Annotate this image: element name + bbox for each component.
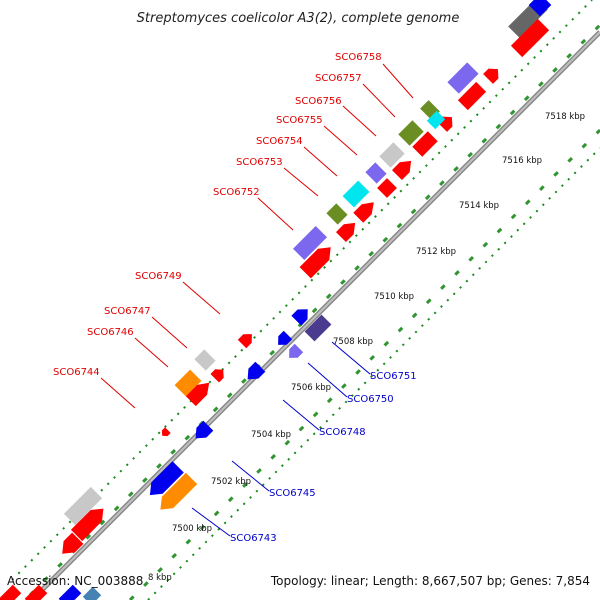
leader-sco6753 xyxy=(283,167,319,197)
scale-label: 7500 kbp xyxy=(172,524,212,534)
gene-label-sco6754[interactable]: SCO6754 xyxy=(256,136,303,147)
topology-text: Topology: linear; Length: 8,667,507 bp; … xyxy=(270,574,590,588)
gene-slate[interactable] xyxy=(447,62,479,94)
gene-red[interactable] xyxy=(161,427,171,437)
gene-label-sco6755[interactable]: SCO6755 xyxy=(276,115,323,126)
gene-red[interactable] xyxy=(62,532,84,554)
leader-sco6752 xyxy=(257,197,294,231)
genome-backbone xyxy=(30,30,600,600)
gene-red[interactable] xyxy=(412,131,438,157)
gene-blue[interactable] xyxy=(195,420,214,439)
leader-sco6754 xyxy=(303,146,338,177)
gene-blue[interactable] xyxy=(278,330,293,345)
gene-olive[interactable] xyxy=(398,120,424,146)
gene-labels-bottom: SCO6751 SCO6750 SCO6748 SCO6745 SCO6743 xyxy=(230,371,417,544)
gene-red[interactable] xyxy=(0,584,22,600)
gene-label-sco6758[interactable]: SCO6758 xyxy=(335,52,382,63)
scale-labels: 7518 kbp 7516 kbp 7514 kbp 7512 kbp 7510… xyxy=(148,112,585,583)
gene-label-leaders xyxy=(100,63,414,537)
gene-cyan[interactable] xyxy=(342,180,370,208)
gene-label-sco6752[interactable]: SCO6752 xyxy=(213,187,260,198)
leader-sco6745 xyxy=(231,460,270,492)
leader-sco6758 xyxy=(382,63,414,99)
leader-sco6749 xyxy=(182,281,221,315)
gene-red[interactable] xyxy=(70,508,104,542)
accession-text: Accession: NC_003888 xyxy=(7,574,143,588)
gene-label-sco6756[interactable]: SCO6756 xyxy=(295,96,342,107)
leader-sco6751 xyxy=(331,341,371,375)
leader-sco6750 xyxy=(307,362,348,398)
gene-grey[interactable] xyxy=(63,486,103,526)
gene-label-sco6750[interactable]: SCO6750 xyxy=(347,394,394,405)
leader-sco6755 xyxy=(323,125,358,156)
leader-sco6746 xyxy=(134,337,169,368)
gene-label-sco6743[interactable]: SCO6743 xyxy=(230,533,277,544)
gene-slate[interactable] xyxy=(289,343,304,358)
gene-label-sco6747[interactable]: SCO6747 xyxy=(104,306,151,317)
leader-sco6748 xyxy=(282,399,320,431)
gene-labels-top: SCO6758 SCO6757 SCO6756 SCO6755 SCO6754 … xyxy=(53,52,382,378)
scale-label: 7514 kbp xyxy=(459,201,499,211)
scale-label: 7504 kbp xyxy=(251,430,291,440)
scale-label: 7518 kbp xyxy=(545,112,585,122)
gene-orange[interactable] xyxy=(160,472,198,510)
scale-track-inner-left xyxy=(28,23,600,597)
gene-orange[interactable] xyxy=(174,369,202,397)
gene-olive[interactable] xyxy=(326,203,348,225)
gene-red[interactable] xyxy=(483,68,499,84)
gene-blue[interactable] xyxy=(291,309,308,326)
gene-slate[interactable] xyxy=(365,162,387,184)
leader-sco6747 xyxy=(151,316,188,349)
gene-blue[interactable] xyxy=(149,461,184,496)
leader-sco6757 xyxy=(362,83,396,118)
leader-sco6743 xyxy=(191,507,231,537)
gene-red[interactable] xyxy=(510,18,550,58)
scale-track-outer-left xyxy=(11,0,593,581)
leader-sco6756 xyxy=(342,105,377,137)
gene-cyan[interactable] xyxy=(426,110,446,130)
gene-label-sco6753[interactable]: SCO6753 xyxy=(236,157,283,168)
gene-red[interactable] xyxy=(457,81,487,111)
scale-label: 7506 kbp xyxy=(291,383,331,393)
gene-red[interactable] xyxy=(336,222,356,242)
gene-red[interactable] xyxy=(237,334,252,349)
gene-blue[interactable] xyxy=(58,584,82,600)
gene-label-sco6744[interactable]: SCO6744 xyxy=(53,367,100,378)
gene-red[interactable] xyxy=(185,382,210,407)
gene-blue[interactable] xyxy=(247,361,266,380)
gene-slate-dark[interactable] xyxy=(304,314,332,342)
scale-label: 8 kbp xyxy=(148,573,172,583)
scale-label: 7502 kbp xyxy=(211,477,251,487)
gene-features xyxy=(0,0,552,600)
gene-steel[interactable] xyxy=(82,586,102,600)
gene-blue[interactable] xyxy=(528,0,552,17)
gene-red[interactable] xyxy=(210,369,224,383)
gene-red[interactable] xyxy=(392,160,412,180)
scale-label: 7508 kbp xyxy=(333,337,373,347)
gene-red[interactable] xyxy=(24,584,48,600)
gene-label-sco6749[interactable]: SCO6749 xyxy=(135,271,182,282)
gene-grey[interactable] xyxy=(194,349,216,371)
scale-label: 7516 kbp xyxy=(502,156,542,166)
leader-sco6744 xyxy=(100,377,136,409)
gene-label-sco6757[interactable]: SCO6757 xyxy=(315,73,362,84)
gene-label-sco6751[interactable]: SCO6751 xyxy=(370,371,417,382)
gene-red[interactable] xyxy=(353,202,374,223)
genome-title: Streptomyces coelicolor A3(2), complete … xyxy=(137,11,460,26)
gene-label-sco6748[interactable]: SCO6748 xyxy=(319,427,366,438)
gene-red[interactable] xyxy=(377,178,397,198)
scale-label: 7512 kbp xyxy=(416,247,456,257)
gene-slate[interactable] xyxy=(293,226,327,260)
gene-label-sco6745[interactable]: SCO6745 xyxy=(269,488,316,499)
gene-grey[interactable] xyxy=(379,142,405,168)
gene-red[interactable] xyxy=(299,247,331,279)
scale-label: 7510 kbp xyxy=(374,292,414,302)
scale-track-outer-right xyxy=(147,147,600,600)
gene-label-sco6746[interactable]: SCO6746 xyxy=(87,327,134,338)
